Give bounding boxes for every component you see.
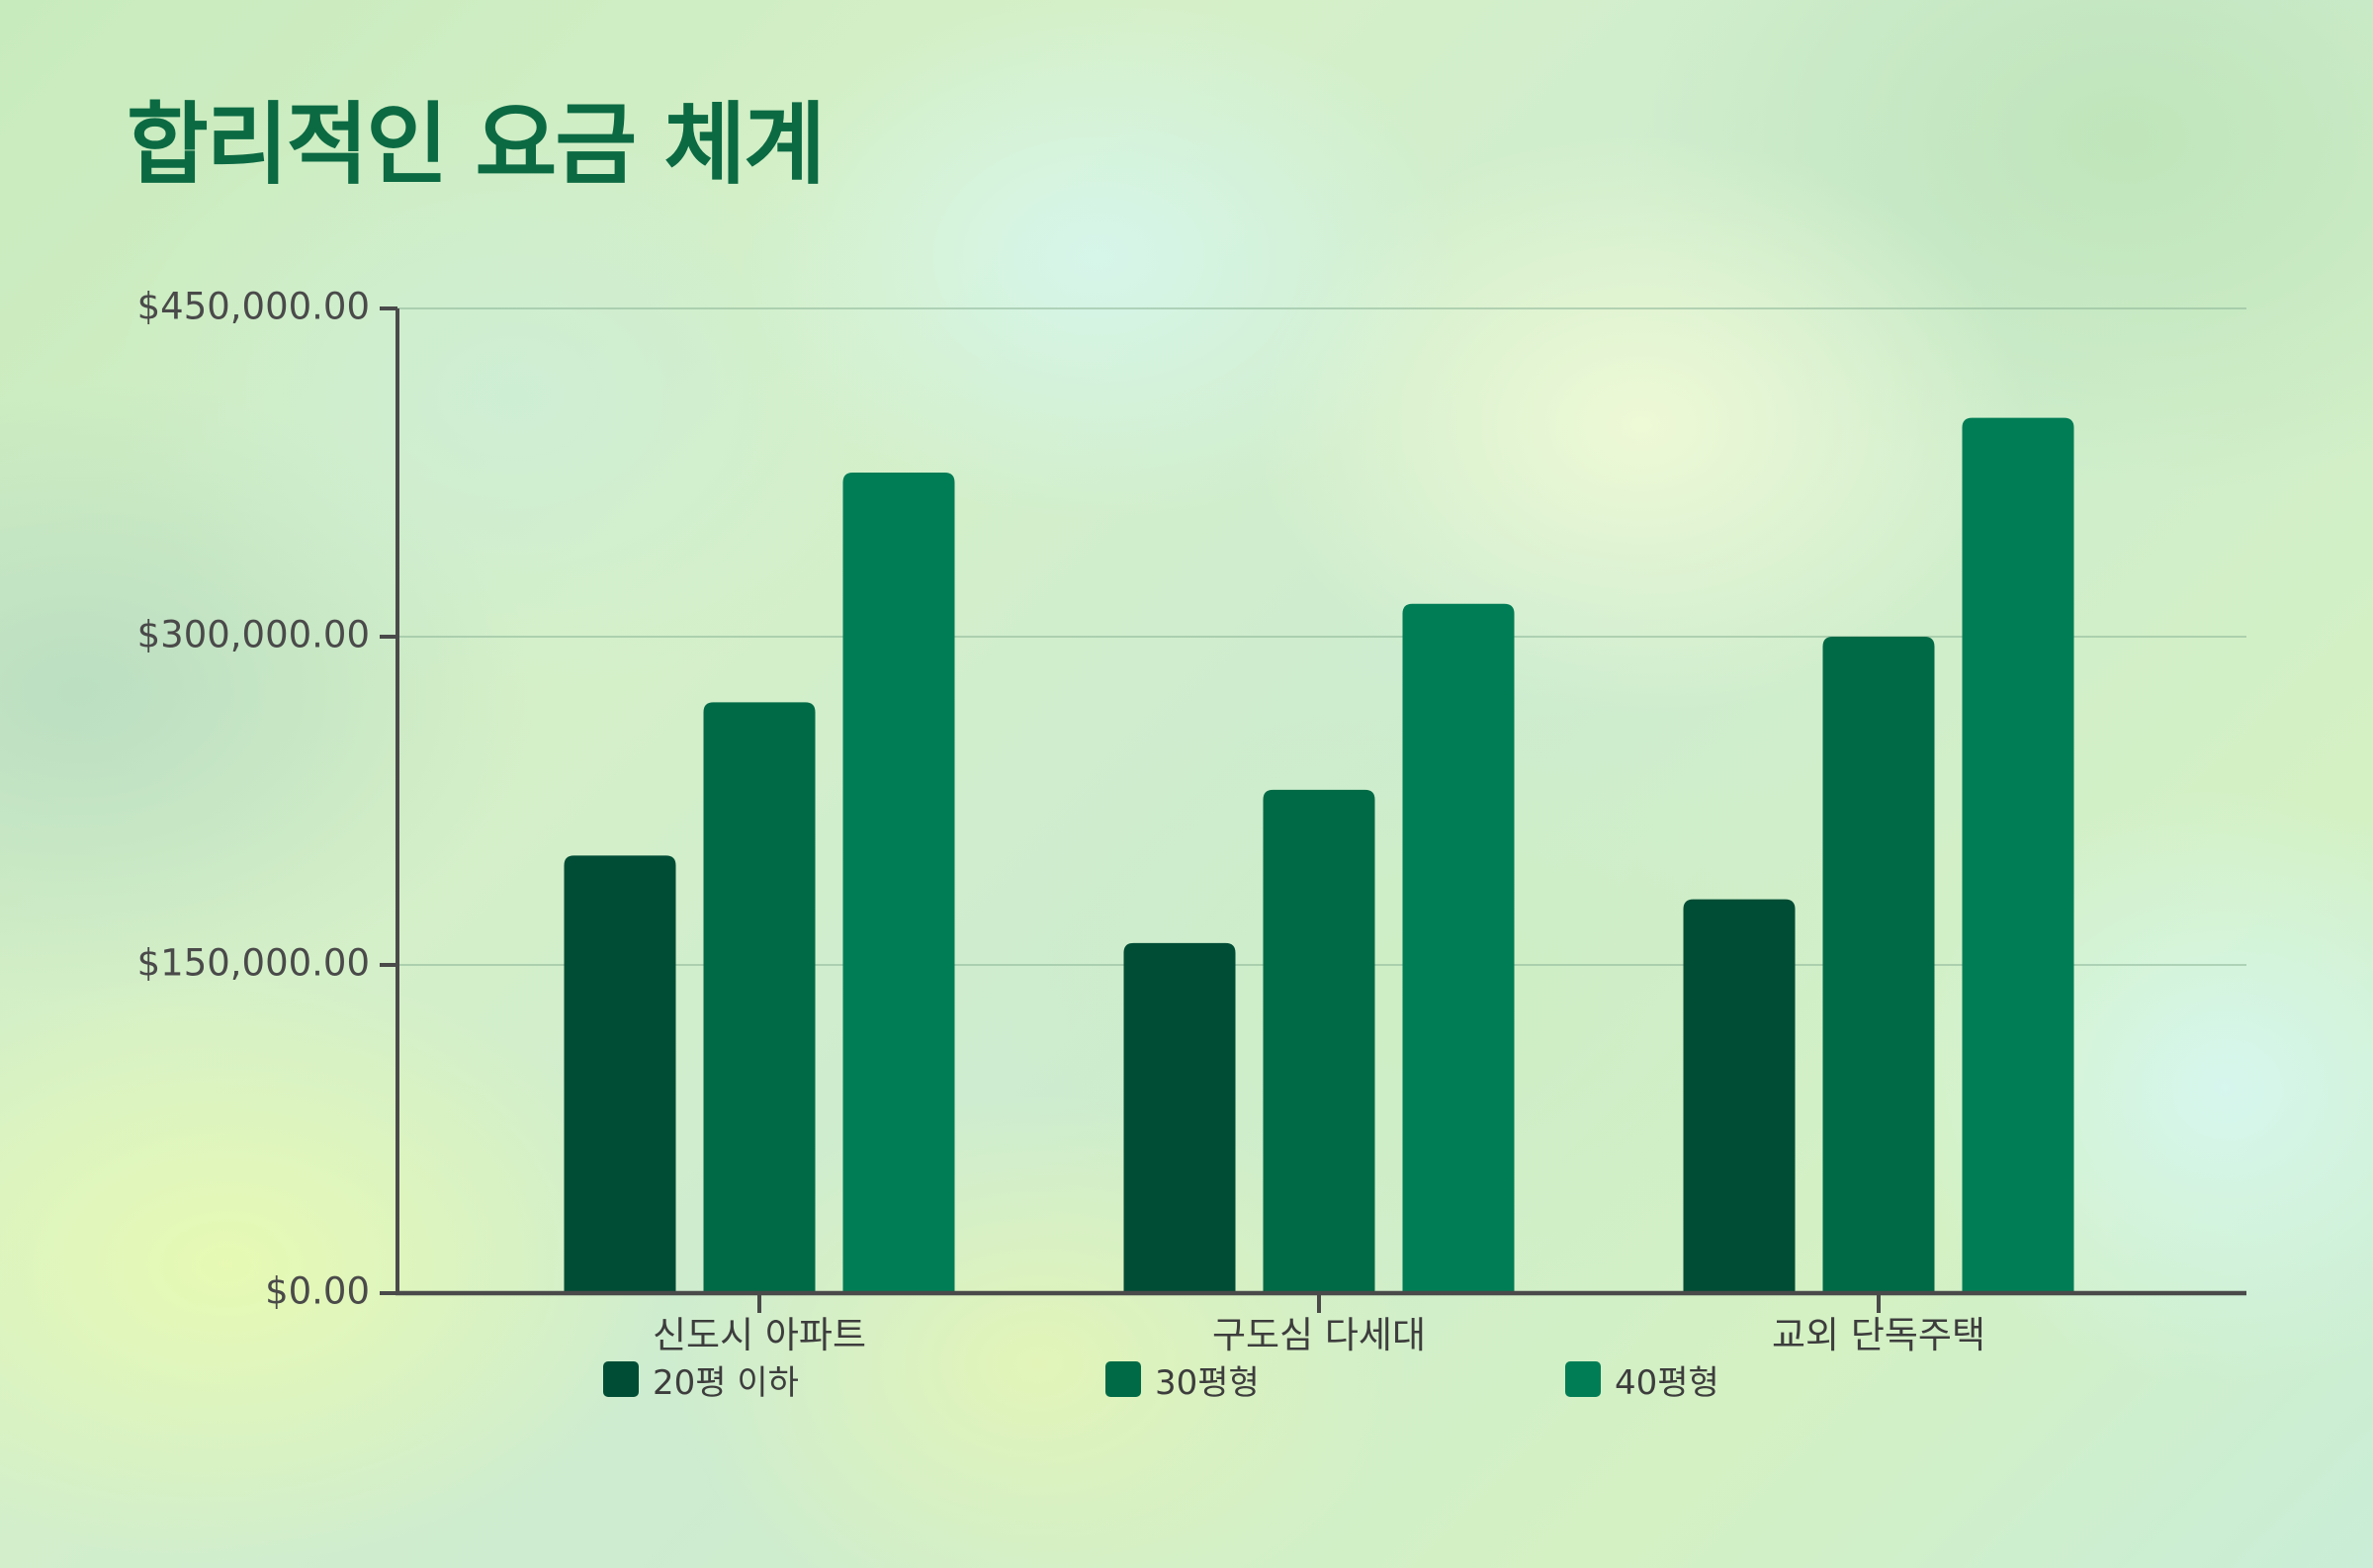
- x-tick-label: 교외 단독주택: [1772, 1314, 1985, 1356]
- legend-item: 40평형: [1565, 1356, 1719, 1403]
- bar-3-3: [1962, 417, 2074, 1294]
- x-tick-label: 구도심 다세대: [1212, 1314, 1426, 1356]
- tick-labels: $0.00 $150,000.00 $300,000.00 $450,000.00 신도…: [137, 286, 1985, 1357]
- legend-swatch: [1105, 1361, 1141, 1397]
- legend-swatch: [1565, 1361, 1601, 1397]
- legend-item: 30평형: [1105, 1356, 1260, 1403]
- legend-label: 20평 이하: [653, 1362, 799, 1403]
- y-tick-label: $0.00: [265, 1270, 370, 1313]
- legend-swatch: [603, 1361, 639, 1397]
- y-tick-label: $300,000.00: [137, 614, 370, 656]
- bar-1-2: [703, 702, 816, 1293]
- y-tick-label: $150,000.00: [137, 942, 370, 985]
- bars: [564, 417, 2074, 1294]
- bar-3-2: [1822, 637, 1935, 1293]
- bar-2-3: [1402, 603, 1515, 1293]
- legend-item: 20평 이하: [603, 1356, 799, 1403]
- legend-label: 40평형: [1615, 1362, 1719, 1403]
- bar-2-2: [1263, 789, 1375, 1293]
- axes: [380, 306, 2246, 1313]
- bar-1-1: [564, 855, 676, 1293]
- bar-2-1: [1123, 942, 1236, 1293]
- x-tick-label: 신도시 아파트: [653, 1314, 866, 1356]
- y-tick-label: $450,000.00: [137, 286, 370, 328]
- legend-label: 30평형: [1155, 1362, 1260, 1403]
- bar-3-1: [1683, 899, 1796, 1293]
- chart-title: 합리적인 요금 체계: [127, 93, 826, 197]
- bar-1-3: [842, 473, 955, 1293]
- legend: 20평 이하 30평형 40평형: [0, 1356, 2373, 1406]
